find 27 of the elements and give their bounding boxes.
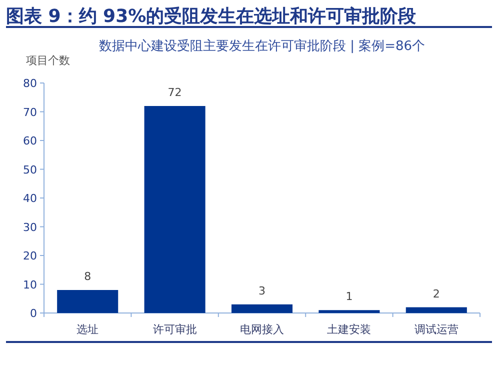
data-label: 72 [168,86,182,99]
x-tick-label: 土建安装 [327,323,372,336]
y-tick-label: 60 [23,134,37,148]
x-tick-label: 选址 [76,323,99,336]
data-label: 1 [346,290,353,304]
y-tick-label: 70 [23,106,37,119]
bar [406,307,467,313]
chart-title: 图表 9：约 93%的受阻发生在选址和许可审批阶段 [6,6,418,27]
y-tick-label: 10 [23,278,37,292]
bar [231,304,293,313]
y-tick-label: 40 [23,192,37,205]
y-tick-label: 50 [23,163,37,176]
bar [57,290,118,313]
y-tick-label: 0 [30,307,37,320]
x-tick-label: 电网接入 [240,323,284,336]
data-label: 8 [84,270,92,283]
data-label: 3 [258,284,266,298]
y-axis-title: 项目个数 [26,54,70,67]
data-label: 2 [432,287,440,300]
chart-subtitle: 数据中心建设受阻主要发生在许可审批阶段 | 案例=86个 [98,38,426,54]
y-tick-label: 20 [23,250,37,262]
x-tick-label: 调试运营 [414,323,458,336]
bar [318,310,380,313]
y-tick-label: 80 [23,77,37,90]
x-tick-label: 许可审批 [152,323,197,336]
y-tick-label: 30 [23,220,37,234]
bar [144,106,206,313]
